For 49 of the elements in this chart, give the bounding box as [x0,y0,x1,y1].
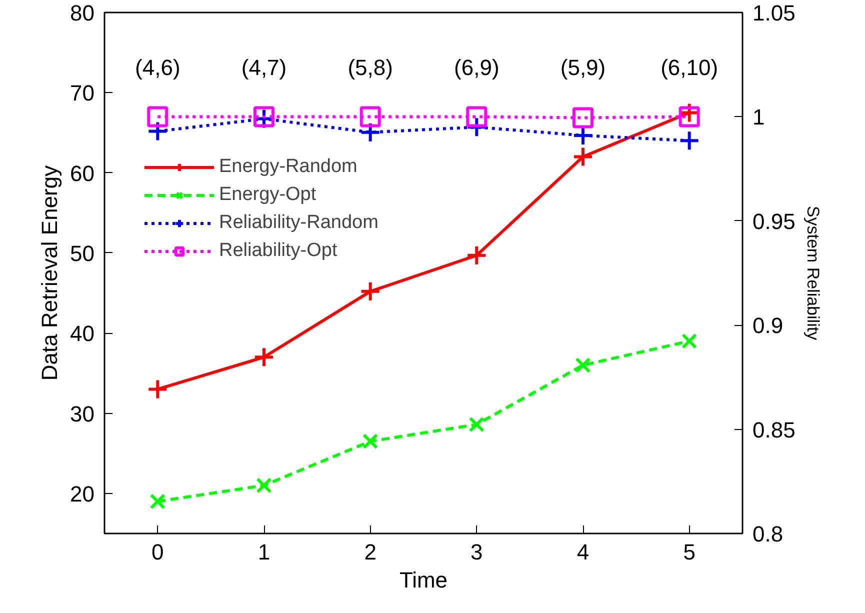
annotation: (5,8) [348,55,393,80]
y-tick-label: 40 [70,321,95,346]
x-tick-label: 1 [258,540,270,564]
point [147,106,168,128]
point [150,494,166,510]
x-tick-label: 0 [152,540,164,564]
point [360,280,381,302]
y2-tick-label: 1 [752,104,765,130]
x-tick-label: 5 [683,540,696,564]
y-tick-label: 20 [70,481,95,506]
y-tick-label: 30 [70,401,95,426]
annotation: (4,7) [241,55,287,80]
point [572,146,594,168]
legend-label: Reliability-Opt [219,240,338,262]
y2-axis-title: System Reliability [803,206,822,341]
y-tick-label: 50 [70,240,95,266]
annotation: (6,10) [660,55,718,80]
point [681,333,698,349]
point [678,130,700,152]
y2-tick-label: 1.05 [752,0,796,26]
point [256,478,272,494]
point [466,244,488,266]
legend-label: Energy-Opt [219,184,316,206]
annotation: (4,6) [135,55,180,80]
y2-tick-label: 0.8 [752,522,784,546]
y-tick-label: 60 [70,160,95,186]
annotation: (5,9) [560,55,606,80]
y2-tick-label: 0.95 [752,208,796,234]
point [254,346,274,368]
point [362,433,378,450]
point [575,357,591,374]
point [147,378,168,400]
point [466,106,488,128]
y-tick-label: 70 [70,80,95,106]
y2-tick-label: 0.9 [752,313,784,338]
point [678,106,700,128]
x-axis-title: Time [399,568,448,592]
point [572,107,594,128]
x-tick-label: 3 [470,540,483,564]
y2-tick-label: 0.85 [752,417,796,442]
annotation: (6,9) [454,55,500,80]
x-tick-label: 2 [364,540,376,564]
legend-label: Reliability-Random [219,212,378,234]
point [468,416,485,432]
y-tick-label: 80 [70,0,95,26]
legend-label: Energy-Random [219,156,358,178]
y-axis-title: Data Retrieval Energy [37,165,62,381]
point [360,106,381,128]
x-tick-label: 4 [576,540,590,564]
